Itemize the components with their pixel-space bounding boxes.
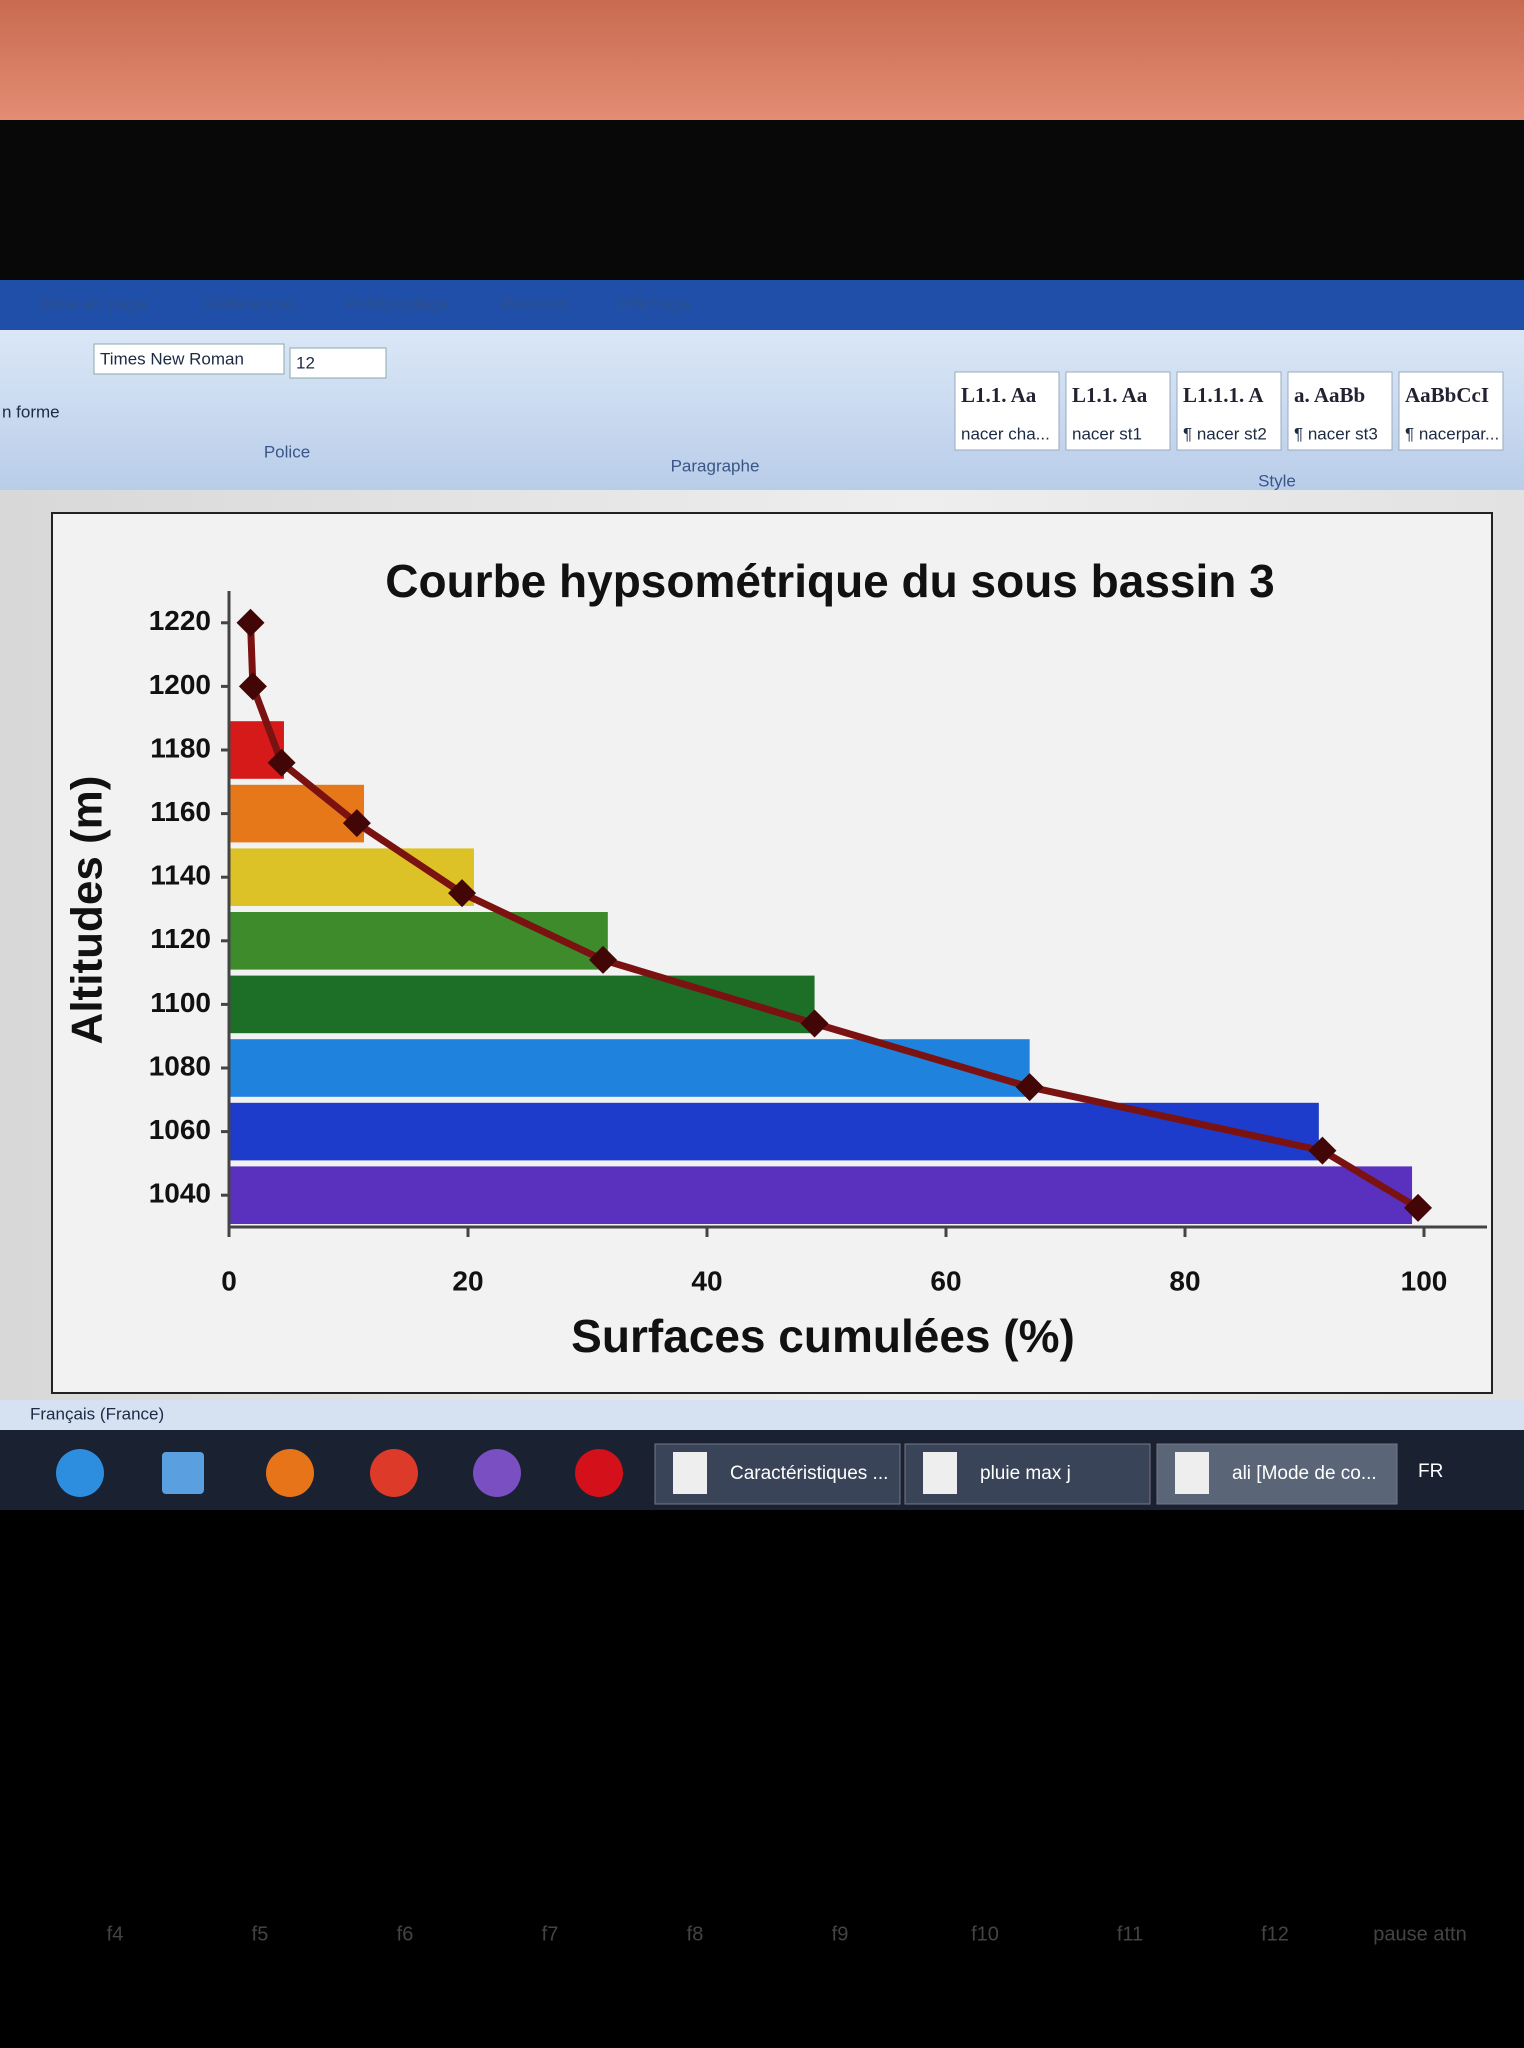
icon[interactable] [473, 1449, 521, 1497]
status-language: Français (France) [30, 1404, 164, 1423]
style-card[interactable] [1065, 371, 1171, 451]
band-bar [229, 975, 815, 1034]
key-label: f10 [971, 1923, 999, 1945]
band-bar [229, 912, 608, 970]
band-bar [229, 1039, 1030, 1097]
style-preview: a. AaBb [1294, 383, 1365, 407]
y-tick-label: 1200 [149, 669, 211, 700]
curve-marker [448, 879, 477, 908]
key-label: f4 [107, 1923, 124, 1945]
ribbon-tab[interactable]: Publipostage [345, 294, 449, 314]
style-card[interactable] [1176, 371, 1282, 451]
task-label: pluie max j [980, 1463, 1071, 1484]
y-tick-label: 1120 [150, 923, 211, 954]
icon[interactable] [575, 1449, 623, 1497]
x-tick-label: 40 [691, 1265, 722, 1296]
icon[interactable] [56, 1449, 104, 1497]
key-label: f5 [252, 1923, 269, 1945]
y-tick-label: 1060 [149, 1114, 211, 1145]
status-bar [0, 1400, 1524, 1430]
y-tick-label: 1160 [150, 796, 211, 827]
bezel [0, 120, 1524, 280]
style-name: nacer cha... [961, 424, 1050, 443]
curve-marker [589, 945, 618, 974]
style-preview: L1.1.1. A [1183, 383, 1264, 407]
curve-marker [342, 809, 371, 838]
input-language[interactable]: FR [1418, 1461, 1443, 1482]
task-label: Caractéristiques ... [730, 1463, 888, 1484]
ribbon-label: n forme [2, 402, 60, 421]
icon[interactable] [266, 1449, 314, 1497]
taskbar-icons [56, 1449, 623, 1497]
x-tick-label: 100 [1401, 1265, 1448, 1296]
style-card[interactable] [1398, 371, 1504, 451]
x-tick-label: 60 [930, 1265, 961, 1296]
font-name[interactable]: Times New Roman [100, 349, 244, 368]
key-label: f7 [542, 1923, 559, 1945]
font-box[interactable] [93, 343, 285, 375]
style-name: ¶ nacer st3 [1294, 424, 1378, 443]
style-card[interactable] [954, 371, 1060, 451]
key-label: f6 [397, 1923, 414, 1945]
key-label: f9 [832, 1923, 849, 1945]
task-label: ali [Mode de co... [1232, 1463, 1377, 1484]
ribbon-tab[interactable]: Références [205, 294, 297, 314]
x-tick-label: 0 [221, 1265, 237, 1296]
curve-marker [238, 672, 267, 701]
y-tick-label: 1220 [149, 605, 211, 636]
curve [247, 622, 1420, 1211]
doc-icon [923, 1452, 957, 1494]
doc-icon [673, 1452, 707, 1494]
size-box[interactable] [289, 347, 387, 379]
style-name: ¶ nacerpar... [1405, 424, 1499, 443]
key-label: f11 [1117, 1923, 1143, 1945]
curve-marker [267, 748, 296, 777]
band-bar [229, 1166, 1413, 1224]
ribbon-tab[interactable]: Mise en page [40, 294, 148, 314]
style-preview: AaBbCcI [1405, 383, 1489, 407]
curve-marker [1015, 1073, 1044, 1102]
style-card[interactable] [1287, 371, 1393, 451]
style-preview: L1.1. Aa [1072, 383, 1148, 407]
curve-marker [1404, 1193, 1433, 1222]
y-tick-label: 1080 [149, 1050, 211, 1081]
y-tick-label: 1140 [150, 860, 211, 891]
ribbon-tab[interactable]: Révision [500, 294, 569, 314]
chart-title: Courbe hypsométrique du sous bassin 3 [385, 555, 1275, 607]
doc-icon [1175, 1452, 1209, 1494]
x-tick-label: 20 [452, 1265, 483, 1296]
y-tick-label: 1100 [150, 987, 211, 1018]
key-label: f12 [1261, 1923, 1289, 1945]
group-label: Paragraphe [671, 456, 760, 475]
group-label: Style [1258, 471, 1296, 490]
icon[interactable] [162, 1452, 204, 1494]
x-tick-label: 80 [1169, 1265, 1200, 1296]
group-label: Police [264, 442, 310, 461]
ribbon-tab[interactable]: Affichage [617, 294, 692, 314]
y-tick-label: 1180 [150, 732, 211, 763]
font-size[interactable]: 12 [296, 353, 315, 372]
curve-marker [1308, 1136, 1337, 1165]
style-name: nacer st1 [1072, 424, 1142, 443]
icon[interactable] [370, 1449, 418, 1497]
curve-marker [236, 608, 265, 637]
style-name: ¶ nacer st2 [1183, 424, 1267, 443]
key-label: f8 [687, 1923, 704, 1945]
ribbon-tabs [0, 280, 1524, 330]
curve-marker [800, 1009, 829, 1038]
key-label: pause attn [1373, 1923, 1466, 1945]
y-axis-label: Altitudes (m) [63, 776, 112, 1045]
y-tick-label: 1040 [149, 1178, 211, 1209]
style-preview: L1.1. Aa [961, 383, 1037, 407]
wall [0, 0, 1524, 140]
x-axis-label: Surfaces cumulées (%) [571, 1310, 1075, 1362]
